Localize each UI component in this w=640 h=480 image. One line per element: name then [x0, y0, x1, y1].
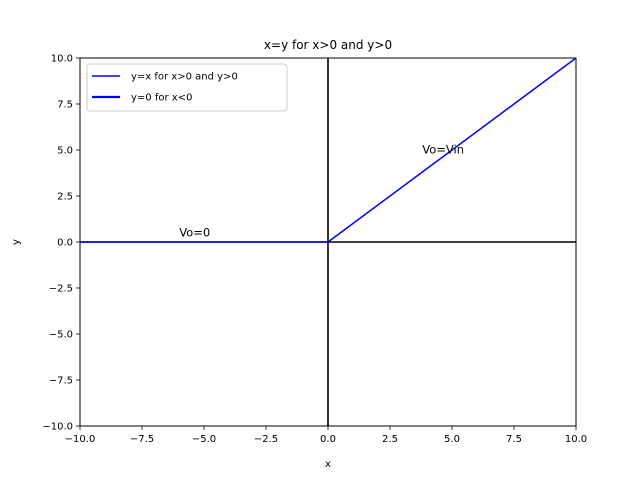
plot-area: −10.0 −7.5 −5.0 −2.5 0.0 2.5 5.0 7.5 10.0 −10.0 −7…	[42, 54, 587, 446]
x-tick-label: −2.5	[254, 434, 278, 445]
annotation-1: Vo=Vin	[422, 143, 464, 157]
y-tick-label: 0.0	[57, 238, 73, 249]
series-line-1	[327, 57, 577, 243]
y-tick-label: −7.5	[49, 376, 73, 387]
x-tick-label: 7.5	[506, 434, 522, 445]
x-tick-label: −5.0	[192, 434, 216, 445]
x-tick-label: 0.0	[320, 434, 336, 445]
y-tick-label: −10.0	[42, 422, 73, 433]
x-tick-label: −10.0	[65, 434, 96, 445]
chart-title: x=y for x>0 and y>0	[264, 38, 392, 52]
legend: y=x for x>0 and y>0 y=0 for x<0	[86, 63, 288, 112]
x-axis-label: x	[325, 459, 331, 470]
annotation-2: Vo=0	[179, 225, 210, 239]
y-tick-label: 10.0	[51, 54, 73, 65]
x-tick-label: −7.5	[130, 434, 154, 445]
legend-label-2: y=0 for x<0	[131, 93, 192, 104]
y-axis-label: y	[11, 239, 22, 245]
legend-label-1: y=x for x>0 and y>0	[131, 72, 238, 83]
y-tick-label: −2.5	[49, 284, 73, 295]
y-tick-label: −5.0	[49, 330, 73, 341]
legend-box	[86, 63, 288, 112]
x-tick-label: 5.0	[444, 434, 460, 445]
x-tick-label: 10.0	[565, 434, 587, 445]
y-tick-label: 5.0	[57, 146, 73, 157]
y-tick-label: 2.5	[57, 192, 73, 203]
y-tick-label: 7.5	[57, 100, 73, 111]
x-tick-label: 2.5	[382, 434, 398, 445]
